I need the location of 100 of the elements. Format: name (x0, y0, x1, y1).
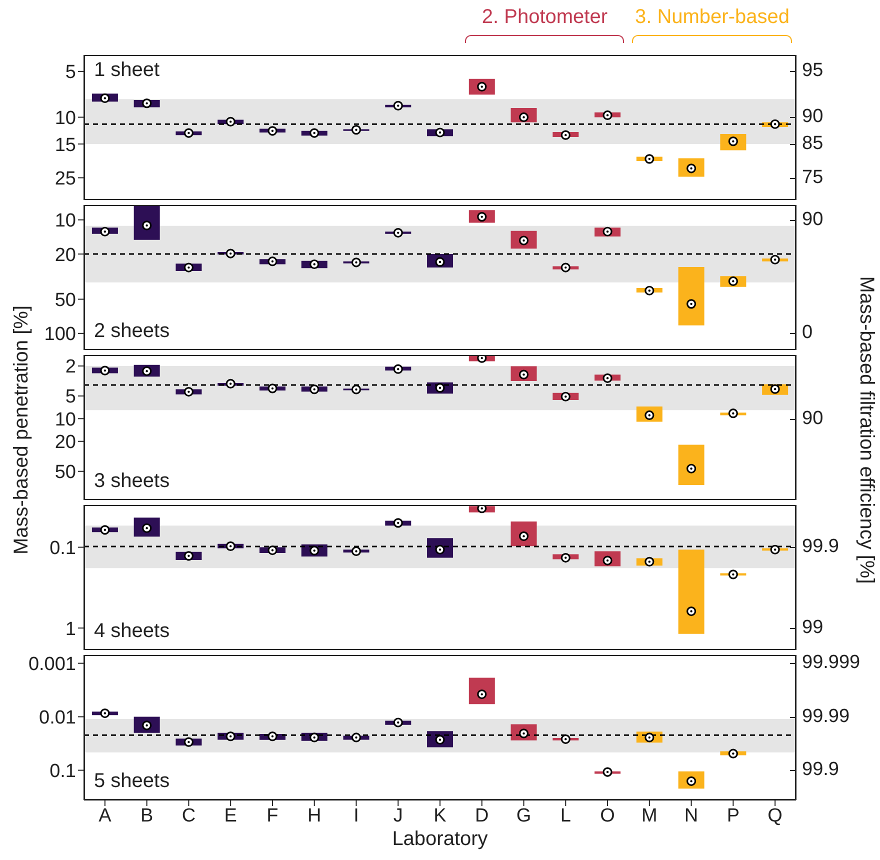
text: 4 sheets (94, 620, 170, 643)
point (728, 748, 738, 758)
text: 99.9 (802, 536, 839, 558)
y-tick-label: 10 (54, 409, 76, 430)
point (393, 518, 403, 528)
point (351, 384, 362, 394)
y-tick-label: 0.1 (50, 538, 76, 559)
point (184, 386, 194, 397)
x-tick-label: P (726, 805, 740, 826)
text: 85 (802, 133, 824, 155)
x-axis-title: Laboratory (391, 828, 489, 851)
text: 90 (802, 208, 824, 231)
point (310, 128, 320, 138)
text: 0 (802, 322, 813, 344)
x-tick-label: N (684, 805, 698, 826)
point (602, 767, 612, 777)
point (686, 606, 696, 616)
x-tick-label: I (354, 805, 359, 826)
text: 5 sheets (94, 770, 170, 793)
point (184, 737, 194, 747)
point (226, 248, 236, 258)
point (477, 505, 487, 514)
y-tick-label: 0.1 (50, 760, 76, 782)
point (351, 258, 362, 268)
text: 99.99 (802, 706, 850, 728)
point (268, 384, 278, 394)
text: 90 (802, 106, 824, 128)
point (351, 546, 362, 556)
bar (134, 206, 160, 240)
point (602, 110, 612, 120)
point (560, 262, 570, 272)
point (644, 286, 654, 296)
point (268, 545, 278, 556)
point (268, 732, 278, 742)
bar (678, 444, 704, 486)
chart-title: 1 sheet (94, 59, 160, 82)
y2-axis-title: Mass-based filtration efficiency [%] (854, 276, 878, 584)
point (770, 544, 780, 554)
point (268, 256, 278, 266)
point (100, 93, 110, 104)
y-tick-label: 2 (65, 356, 76, 378)
point (728, 408, 738, 418)
point (435, 128, 445, 138)
point (560, 130, 570, 140)
text: 75 (802, 166, 824, 189)
point (393, 100, 403, 110)
bar (678, 266, 704, 326)
y-tick-label: 5 (65, 386, 76, 408)
point (142, 98, 152, 108)
x-tick-label: L (560, 805, 571, 826)
point (351, 732, 362, 742)
point (644, 154, 654, 164)
x-tick-label: B (140, 805, 154, 826)
y-tick-label: 50 (54, 290, 76, 311)
point (602, 226, 612, 236)
y-tick-label: 10 (54, 108, 76, 129)
bar (468, 678, 495, 704)
x-tick-label: D (475, 805, 489, 826)
y-tick-label: 100 (44, 324, 76, 346)
point (268, 126, 278, 136)
point (560, 552, 570, 563)
y-axis-title: Mass-based penetration [%] (10, 305, 34, 555)
text: 99.9 (802, 759, 839, 782)
point (393, 718, 403, 728)
bar (678, 550, 704, 634)
x-tick-label: C (182, 805, 196, 826)
text: 2. Photometer (482, 6, 608, 28)
text: 3. Number-based (634, 6, 790, 28)
y-tick-label: 0.001 (28, 654, 76, 676)
point (184, 262, 194, 272)
point (770, 254, 780, 264)
y-tick-label: 10 (54, 210, 76, 232)
y-tick-label: 20 (54, 432, 76, 454)
point (393, 364, 403, 374)
x-tick-label: A (98, 805, 112, 826)
point (310, 732, 320, 742)
y-tick-label: 15 (54, 134, 76, 156)
point (770, 119, 780, 129)
point (686, 299, 696, 309)
point (226, 116, 236, 126)
y-tick-label: 25 (54, 168, 76, 190)
text: 2 sheets (94, 320, 170, 343)
point (602, 373, 612, 383)
point (184, 128, 194, 138)
point (310, 259, 320, 270)
x-tick-label: G (516, 805, 532, 826)
x-tick-label: K (434, 805, 447, 826)
x-tick-label: E (224, 805, 237, 826)
y-tick-label: 1 (65, 618, 76, 640)
point (226, 541, 236, 551)
text: 95 (802, 60, 824, 82)
text: 99 (802, 617, 824, 640)
y-tick-label: 5 (65, 62, 76, 84)
x-tick-label: O (600, 805, 615, 826)
point (728, 570, 738, 580)
x-tick-label: H (307, 805, 322, 826)
y-tick-label: 20 (54, 244, 76, 266)
point (644, 556, 654, 567)
point (393, 228, 403, 238)
point (184, 551, 194, 561)
